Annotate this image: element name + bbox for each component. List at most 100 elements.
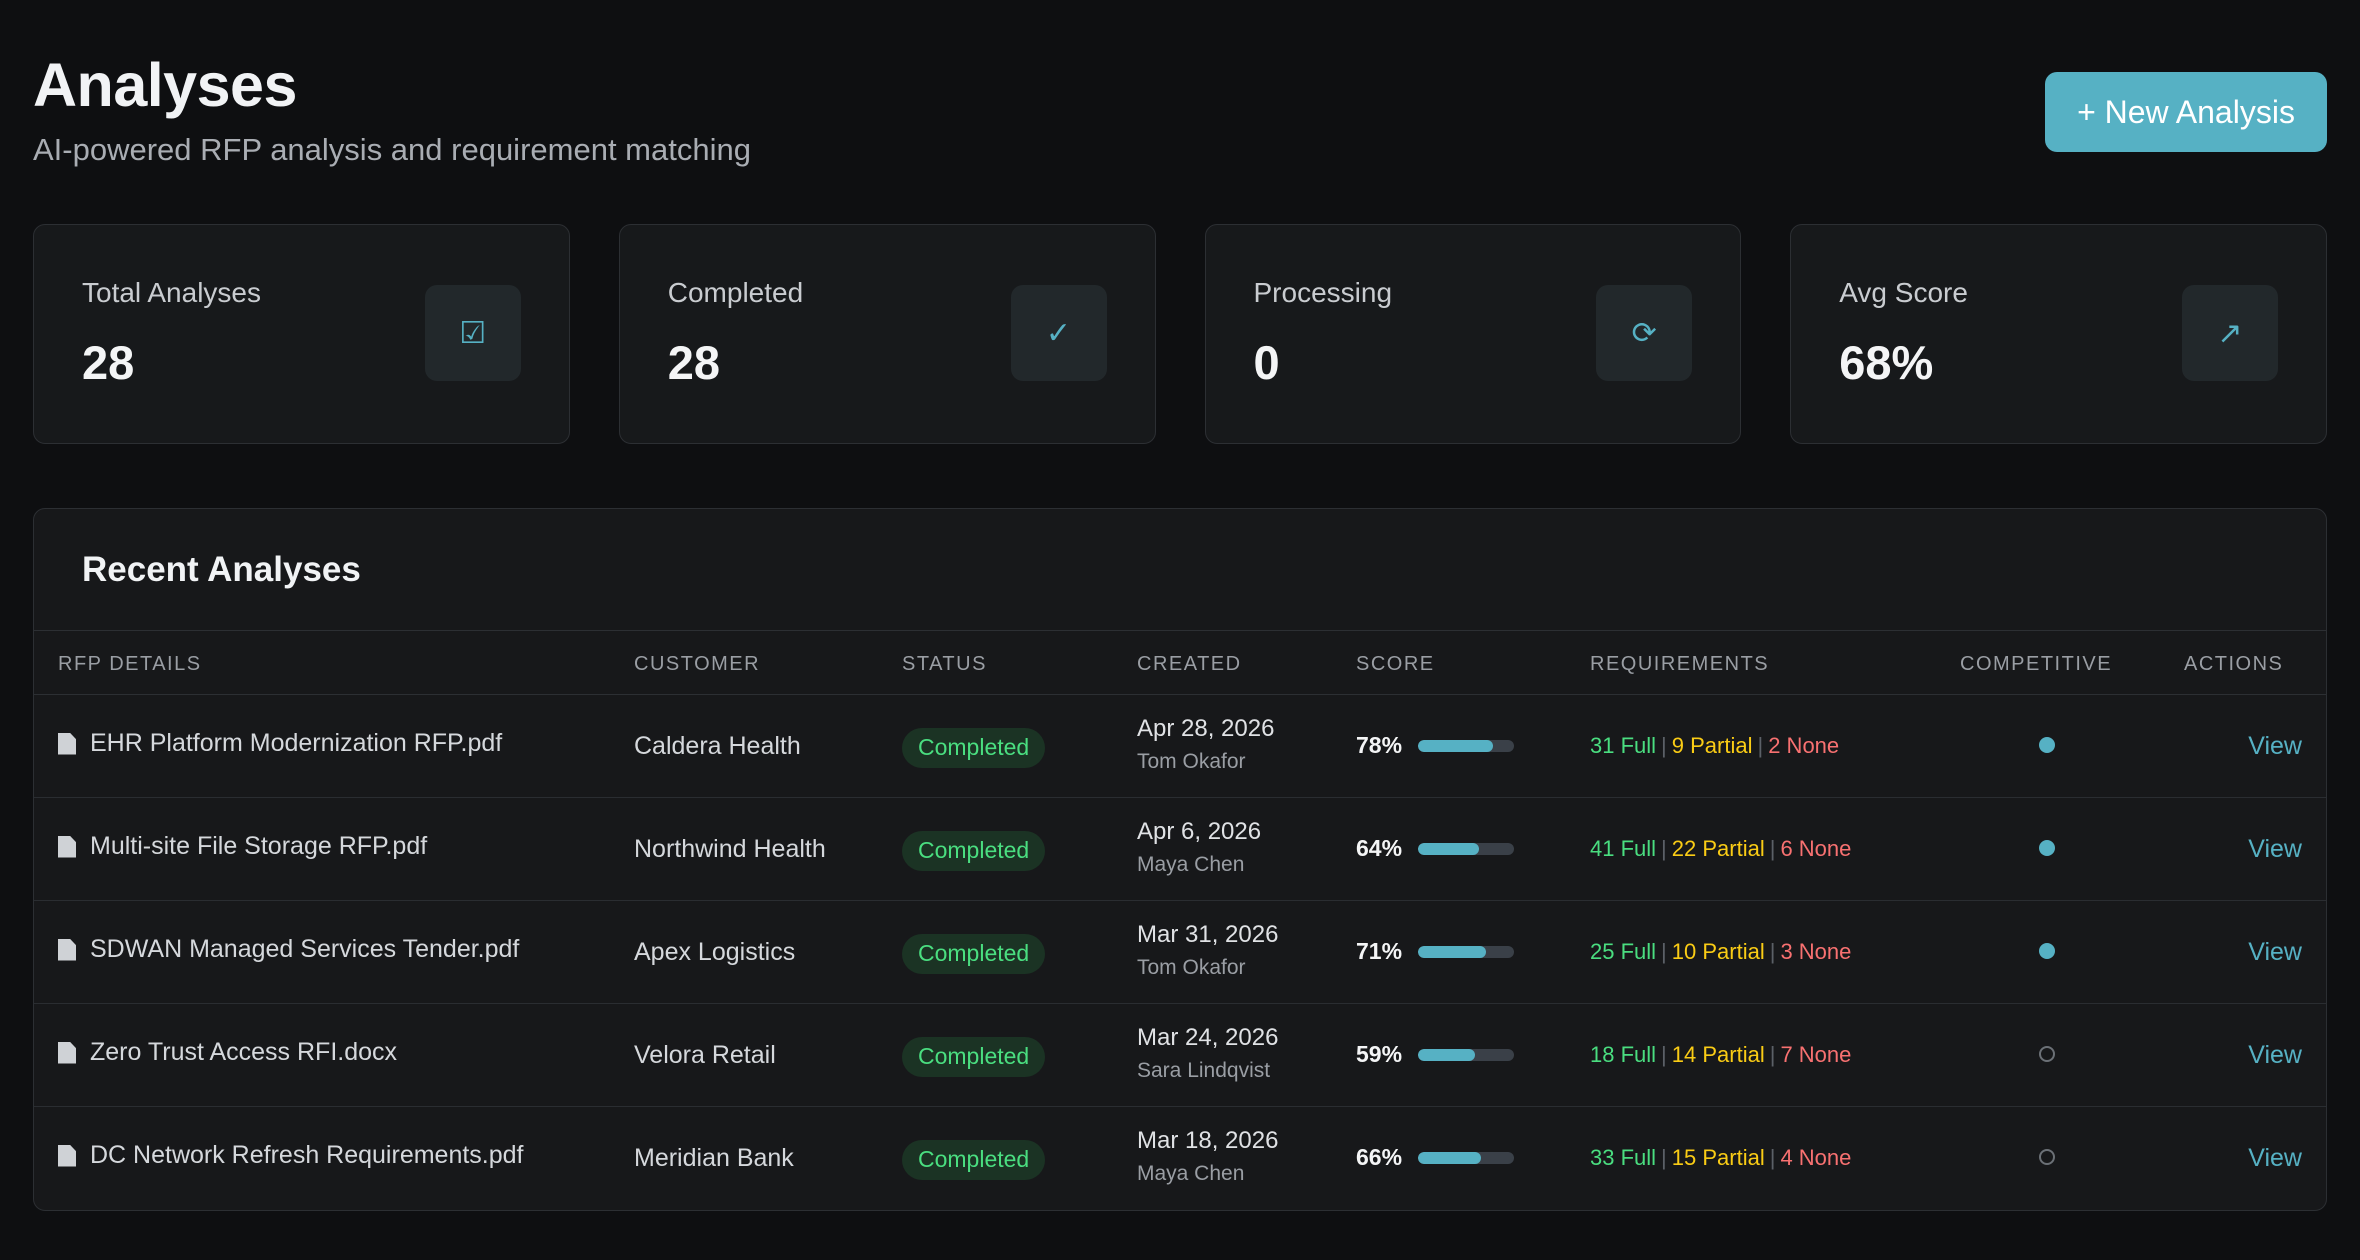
view-link[interactable]: View <box>2248 732 2302 760</box>
status-cell: Completed <box>902 1140 1046 1180</box>
created-by: Maya Chen <box>1137 853 1245 876</box>
separator: | <box>1661 939 1667 964</box>
customer-name: Apex Logistics <box>634 938 796 966</box>
rfp-file-name[interactable]: SDWAN Managed Services Tender.pdf <box>90 935 520 963</box>
panel-title: Recent Analyses <box>34 509 2326 631</box>
file-icon <box>58 835 76 858</box>
page-title: Analyses <box>33 51 297 119</box>
customer-name: Velora Retail <box>634 1041 776 1069</box>
score-bar-fill <box>1418 739 1493 752</box>
column-header-status: STATUS <box>902 653 987 675</box>
score-bar-fill <box>1418 1151 1482 1164</box>
stat-label: Avg Score <box>1839 277 1968 308</box>
requirements-partial: 22 Partial <box>1671 836 1765 861</box>
trend-up-icon: ↗ <box>2182 285 2278 381</box>
stats-row: Total Analyses 28 ☑ Completed 28 ✓ Proce… <box>33 224 2327 444</box>
view-link[interactable]: View <box>2248 1144 2302 1172</box>
table-row[interactable]: Zero Trust Access RFI.docx Velora Retail… <box>34 1004 2326 1107</box>
created-date: Apr 6, 2026 <box>1137 818 1262 845</box>
created-by: Tom Okafor <box>1137 956 1246 979</box>
status-cell: Completed <box>902 934 1046 974</box>
clipboard-check-icon: ☑ <box>424 285 521 381</box>
score-bar <box>1418 842 1514 855</box>
new-analysis-button[interactable]: + New Analysis <box>2045 72 2327 152</box>
score-percent: 71% <box>1356 938 1403 964</box>
competitive-indicator-icon <box>2039 737 2055 753</box>
stat-card-avg-score: Avg Score 68% ↗ <box>1790 224 2327 444</box>
status-cell: Completed <box>902 831 1046 871</box>
score-percent: 64% <box>1356 835 1403 861</box>
score-cell: 78% <box>1356 732 1514 759</box>
table-row[interactable]: Multi-site File Storage RFP.pdf Northwin… <box>34 798 2326 901</box>
column-header-score: SCORE <box>1356 653 1435 675</box>
view-link[interactable]: View <box>2248 1041 2302 1069</box>
created-date: Mar 18, 2026 <box>1137 1127 1279 1154</box>
requirements-none: 7 None <box>1780 1042 1852 1067</box>
customer-name: Meridian Bank <box>634 1144 794 1172</box>
column-header-actions: ACTIONS <box>2184 653 2284 675</box>
stat-value: 68% <box>1839 336 1934 389</box>
score-percent: 66% <box>1356 1144 1403 1170</box>
stat-card-processing: Processing 0 ⟳ <box>1204 224 1742 444</box>
separator: | <box>1661 836 1667 861</box>
separator: | <box>1769 1145 1776 1170</box>
file-icon <box>58 938 76 961</box>
requirements-cell: 18 Full | 14 Partial | 7 None <box>1590 1042 1851 1068</box>
score-cell: 59% <box>1356 1041 1514 1068</box>
score-percent: 59% <box>1356 1041 1403 1067</box>
column-header-created: CREATED <box>1137 653 1242 675</box>
view-link[interactable]: View <box>2248 938 2302 966</box>
rfp-details-cell: Zero Trust Access RFI.docx <box>58 1038 397 1067</box>
requirements-partial: 15 Partial <box>1671 1145 1765 1170</box>
requirements-none: 3 None <box>1780 939 1852 964</box>
separator: | <box>1757 733 1764 758</box>
score-bar-fill <box>1418 842 1480 855</box>
requirements-cell: 25 Full | 10 Partial | 3 None <box>1590 939 1851 965</box>
rfp-file-name[interactable]: Zero Trust Access RFI.docx <box>90 1038 398 1066</box>
requirements-cell: 31 Full | 9 Partial | 2 None <box>1590 733 1839 759</box>
created-by: Sara Lindqvist <box>1137 1059 1271 1082</box>
status-badge: Completed <box>902 1037 1046 1077</box>
rfp-file-name[interactable]: DC Network Refresh Requirements.pdf <box>90 1141 524 1169</box>
column-header-customer: CUSTOMER <box>634 653 761 675</box>
file-icon <box>58 1041 76 1064</box>
requirements-full: 41 Full <box>1590 836 1657 861</box>
page-subtitle: AI-powered RFP analysis and requirement … <box>33 132 751 167</box>
requirements-none: 6 None <box>1780 836 1852 861</box>
requirements-full: 25 Full <box>1590 939 1657 964</box>
score-bar <box>1418 1151 1514 1164</box>
score-cell: 71% <box>1356 938 1514 965</box>
table-row[interactable]: DC Network Refresh Requirements.pdf Meri… <box>34 1107 2326 1210</box>
competitive-indicator-icon <box>2039 840 2055 856</box>
created-by: Maya Chen <box>1137 1162 1245 1185</box>
rfp-details-cell: DC Network Refresh Requirements.pdf <box>58 1141 524 1170</box>
created-cell: Mar 31, 2026 Tom Okafor <box>1137 921 1278 980</box>
separator: | <box>1661 733 1667 758</box>
file-icon <box>58 732 76 755</box>
checkmark-icon: ✓ <box>1010 285 1107 381</box>
rfp-file-name[interactable]: EHR Platform Modernization RFP.pdf <box>90 729 503 757</box>
status-badge: Completed <box>902 934 1046 974</box>
requirements-partial: 14 Partial <box>1671 1042 1765 1067</box>
requirements-cell: 33 Full | 15 Partial | 4 None <box>1590 1145 1851 1171</box>
column-header-rfp: RFP DETAILS <box>58 653 202 675</box>
separator: | <box>1769 1042 1776 1067</box>
requirements-full: 18 Full <box>1590 1042 1657 1067</box>
requirements-partial: 9 Partial <box>1671 733 1753 758</box>
stat-value: 28 <box>82 336 135 389</box>
score-cell: 66% <box>1356 1144 1514 1171</box>
stat-value: 28 <box>667 336 721 389</box>
customer-name: Northwind Health <box>634 835 826 863</box>
table-row[interactable]: SDWAN Managed Services Tender.pdf Apex L… <box>34 901 2326 1004</box>
score-bar-fill <box>1418 1048 1475 1061</box>
table-row[interactable]: EHR Platform Modernization RFP.pdf Calde… <box>34 695 2326 798</box>
created-date: Apr 28, 2026 <box>1137 715 1275 742</box>
created-date: Mar 31, 2026 <box>1137 921 1279 948</box>
rfp-file-name[interactable]: Multi-site File Storage RFP.pdf <box>90 832 428 860</box>
rfp-details-cell: SDWAN Managed Services Tender.pdf <box>58 935 519 964</box>
column-header-competitive: COMPETITIVE <box>1960 653 2113 675</box>
view-link[interactable]: View <box>2248 835 2302 863</box>
status-cell: Completed <box>902 1037 1046 1077</box>
file-icon <box>58 1144 76 1167</box>
